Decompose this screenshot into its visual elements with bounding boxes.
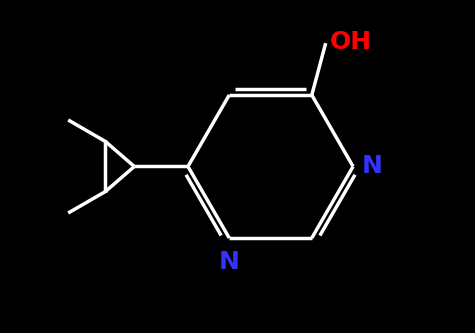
Text: N: N (219, 250, 240, 274)
Text: N: N (361, 155, 382, 178)
Text: OH: OH (330, 30, 372, 54)
